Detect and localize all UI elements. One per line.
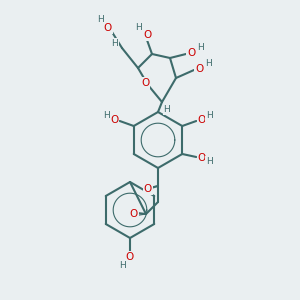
- Text: H: H: [118, 260, 125, 269]
- Text: H: H: [103, 112, 110, 121]
- Text: O: O: [104, 23, 112, 33]
- Text: O: O: [143, 30, 151, 40]
- Text: H: H: [205, 59, 212, 68]
- Text: H: H: [136, 22, 142, 32]
- Text: O: O: [197, 153, 206, 163]
- Text: H: H: [206, 157, 213, 166]
- Text: H: H: [196, 44, 203, 52]
- Text: O: O: [111, 115, 119, 125]
- Text: H: H: [164, 106, 170, 115]
- Text: H: H: [97, 14, 104, 23]
- Text: O: O: [144, 184, 152, 194]
- Text: O: O: [195, 64, 203, 74]
- Text: O: O: [141, 78, 149, 88]
- Text: O: O: [197, 115, 206, 125]
- Text: O: O: [187, 48, 195, 58]
- Text: O: O: [126, 252, 134, 262]
- Text: H: H: [206, 112, 213, 121]
- Text: H: H: [112, 38, 118, 47]
- Text: O: O: [130, 209, 138, 219]
